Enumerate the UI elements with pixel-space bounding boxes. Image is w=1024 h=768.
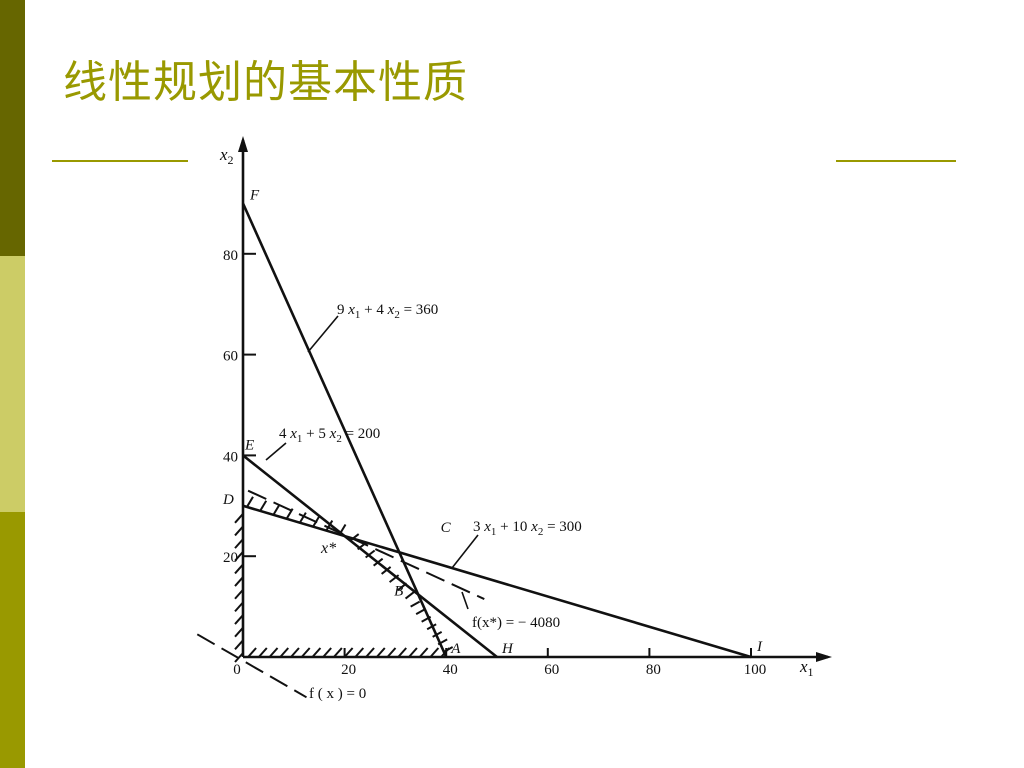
hatch-mark [268,647,279,658]
hatch-mark [354,647,365,658]
decorative-band-bottom [0,512,25,768]
y-tick-label: 60 [223,349,238,365]
hatch-mark [299,512,307,524]
objective-label-optimum: f(x*) = − 4080 [472,615,560,631]
objective-line-1 [196,633,307,699]
hatch-mark [311,647,322,658]
hatch-mark [234,589,244,600]
point-label-H: H [501,641,514,657]
hatch-mark [322,647,332,658]
slide-title: 线性规划的基本性质 [63,57,468,108]
optimum-point-label: x* [320,540,336,557]
x-tick-label: 100 [744,662,767,678]
hatch-mark [404,590,416,600]
x-tick-label: 40 [443,662,458,678]
hatch-mark [408,647,418,658]
hatch-x2-axis [234,513,244,663]
hatch-mark [290,647,300,658]
leader-line-3 [451,534,479,569]
y-axis-arrow [238,136,248,152]
point-label-E: E [244,437,254,453]
y-tick-label: 80 [223,248,238,264]
hatch-mark [443,646,454,653]
hatch-mark [234,576,244,587]
constraint-line-3 [242,504,752,659]
constraint-line-1 [241,202,448,658]
hatch-mark [234,563,244,575]
equation-label-3: 3 x1 + 10 x2 = 300 [473,519,582,538]
objective-label-zero: f ( x ) = 0 [309,686,366,702]
hatch-mark [343,647,354,658]
hatch-mark [234,551,244,562]
title-rule-right [836,160,956,162]
x-tick-label: 80 [646,662,661,678]
hatch-mark [410,600,421,608]
hatch-x1-axis [247,647,450,658]
hatch-mark [365,549,376,559]
x-axis-label: x1 [799,657,814,679]
equation-label-2: 4 x1 + 5 x2 = 200 [279,426,380,445]
hatch-mark [234,538,244,549]
x-tick-label: 20 [341,662,356,678]
point-label-I: I [756,639,763,655]
point-label-D: D [222,492,234,508]
hatch-mark [272,504,281,516]
hatch-mark [234,614,244,625]
decorative-band-top [0,0,25,256]
leader-line-2 [265,442,287,461]
hatch-mark [418,647,429,658]
hatch-mark [234,513,244,524]
hatch-mark [415,608,426,616]
leader-line-objective [461,591,469,610]
hatch-line-3x1-10x2 [246,496,347,536]
y-tick-label: 40 [223,449,238,465]
hatch-mark [376,647,386,658]
hatch-mark [300,647,311,658]
hatch-mark [365,647,375,658]
x-tick-label: 0 [233,662,241,678]
objective-line-2 [247,489,485,600]
hatch-mark [333,647,343,658]
hatch-mark [234,525,244,537]
hatch-mark [429,647,440,658]
hatch-mark [258,647,268,658]
point-label-C: C [441,520,452,536]
title-rule-left [52,160,188,162]
point-label-A: A [450,641,461,657]
point-label-B: B [394,584,403,600]
y-tick-label: 20 [223,550,238,566]
equation-label-1: 9 x1 + 4 x2 = 360 [337,302,438,321]
decorative-band-middle [0,256,25,512]
hatch-mark [234,627,244,638]
hatch-mark [279,647,290,658]
hatch-mark [325,520,334,532]
x-axis-arrow [816,652,832,662]
constraint-line-2 [242,454,498,659]
x-tick-label: 60 [544,662,559,678]
hatch-mark [386,647,397,658]
hatch-mark [234,601,244,613]
hatch-mark [397,647,407,658]
hatch-mark [234,639,244,651]
hatch-mark [247,647,257,658]
hatch-mark [259,500,268,512]
point-label-F: F [249,187,260,203]
y-axis-label: x2 [219,145,234,167]
hatch-mark [246,496,254,508]
leader-line-1 [307,315,339,353]
